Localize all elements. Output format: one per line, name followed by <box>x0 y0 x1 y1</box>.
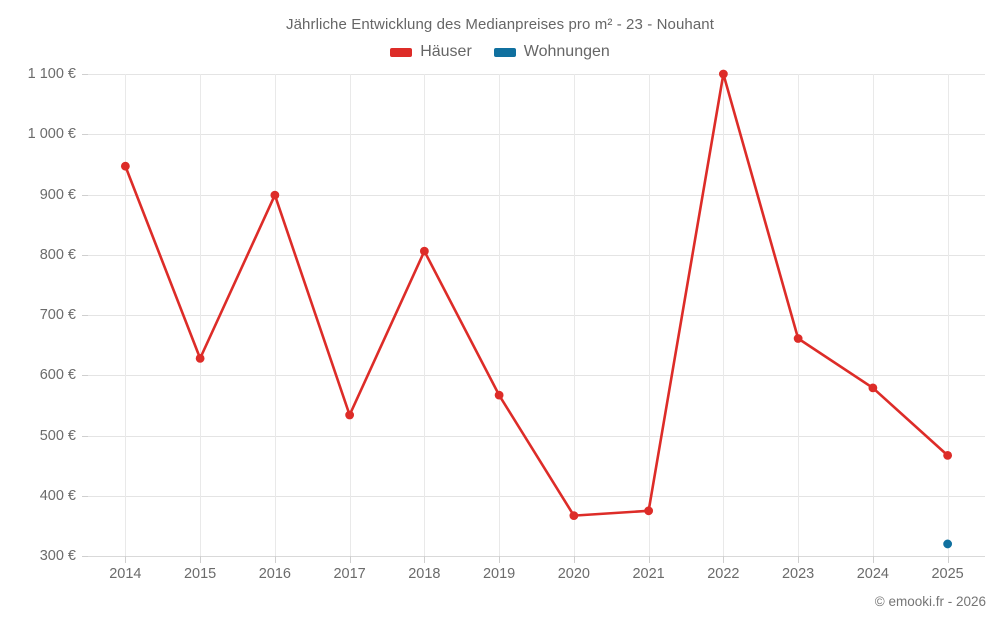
x-axis-tick-label: 2016 <box>258 566 292 582</box>
gridline-vertical <box>274 74 276 556</box>
gridline-vertical <box>573 74 575 556</box>
y-axis-tick-mark <box>82 375 88 377</box>
x-axis-tick-label: 2017 <box>333 566 366 582</box>
chart-legend: Häuser Wohnungen <box>0 43 1000 61</box>
x-axis-line <box>88 556 985 557</box>
x-axis-tick-mark <box>499 556 501 563</box>
gridline-horizontal <box>88 74 985 75</box>
y-axis-tick-mark <box>82 74 88 75</box>
gridline-vertical <box>125 74 127 556</box>
x-axis-tick-mark <box>648 556 650 563</box>
x-axis-tick-label: 2022 <box>707 566 740 582</box>
gridline-horizontal <box>88 315 985 316</box>
x-axis-tick-label: 2014 <box>109 566 142 582</box>
x-axis-tick-label: 2023 <box>781 566 815 582</box>
y-axis-tick-label: 900 € <box>39 186 76 203</box>
x-axis-tick-mark <box>947 556 949 563</box>
y-axis-tick-label: 400 € <box>39 487 76 504</box>
x-axis-tick-mark <box>573 556 575 563</box>
gridline-horizontal <box>88 375 985 377</box>
y-axis-tick-label: 800 € <box>39 246 76 263</box>
legend-swatch-hauser <box>390 47 413 57</box>
gridline-horizontal <box>88 495 985 497</box>
x-axis-tick-label: 2025 <box>931 566 964 582</box>
plot-area <box>88 74 985 557</box>
gridline-vertical <box>723 74 725 556</box>
x-axis-tick-label: 2019 <box>482 566 516 582</box>
legend-label-hauser: Häuser <box>420 43 472 60</box>
gridline-horizontal <box>88 435 985 437</box>
legend-swatch-wohnungen <box>493 47 516 57</box>
y-axis-tick-mark <box>82 194 88 196</box>
x-axis-tick-label: 2021 <box>632 566 665 582</box>
gridline-vertical <box>349 74 351 556</box>
gridline-vertical <box>947 74 949 556</box>
gridline-vertical <box>872 74 874 556</box>
x-axis-tick-mark <box>349 556 351 563</box>
chart-credit: © emooki.fr - 2026 <box>874 594 986 609</box>
legend-label-wohnungen: Wohnungen <box>523 43 610 60</box>
y-axis-tick-mark <box>82 556 88 557</box>
y-axis-tick-label: 300 € <box>39 548 76 564</box>
x-axis-tick-mark <box>872 556 874 563</box>
x-axis-tick-mark <box>125 556 127 563</box>
x-axis-tick-label: 2020 <box>557 566 591 582</box>
y-axis-tick-label: 1 000 € <box>27 126 76 143</box>
gridline-horizontal <box>88 194 985 196</box>
x-axis-tick-label: 2024 <box>856 566 890 582</box>
x-axis-tick-label: 2018 <box>408 566 441 582</box>
gridline-horizontal <box>88 134 985 136</box>
chart-title: Jährliche Entwicklung des Medianpreises … <box>286 16 714 33</box>
gridline-vertical <box>200 74 202 556</box>
gridline-vertical <box>648 74 650 556</box>
x-axis-tick-mark <box>424 556 426 563</box>
y-axis-tick-mark <box>82 254 88 256</box>
x-axis-tick-mark <box>274 556 276 563</box>
y-axis-tick-label: 600 € <box>39 367 76 384</box>
x-axis-tick-mark <box>200 556 202 563</box>
gridline-vertical <box>798 74 800 556</box>
x-axis-tick-mark <box>723 556 725 563</box>
gridline-horizontal <box>88 254 985 256</box>
x-axis-tick-label: 2015 <box>183 566 217 582</box>
x-axis-tick-mark <box>798 556 800 563</box>
y-axis-tick-mark <box>82 495 88 497</box>
y-axis-tick-label: 500 € <box>39 427 76 444</box>
y-axis-tick-label: 1 100 € <box>27 66 76 82</box>
legend-item-wohnungen[interactable]: Wohnungen <box>493 43 610 61</box>
legend-item-hauser[interactable]: Häuser <box>390 43 472 61</box>
y-axis-tick-mark <box>82 315 88 316</box>
y-axis-tick-mark <box>82 435 88 437</box>
gridline-vertical <box>424 74 426 556</box>
y-axis-tick-mark <box>82 134 88 136</box>
y-axis-tick-label: 700 € <box>39 307 76 323</box>
gridline-vertical <box>499 74 501 556</box>
